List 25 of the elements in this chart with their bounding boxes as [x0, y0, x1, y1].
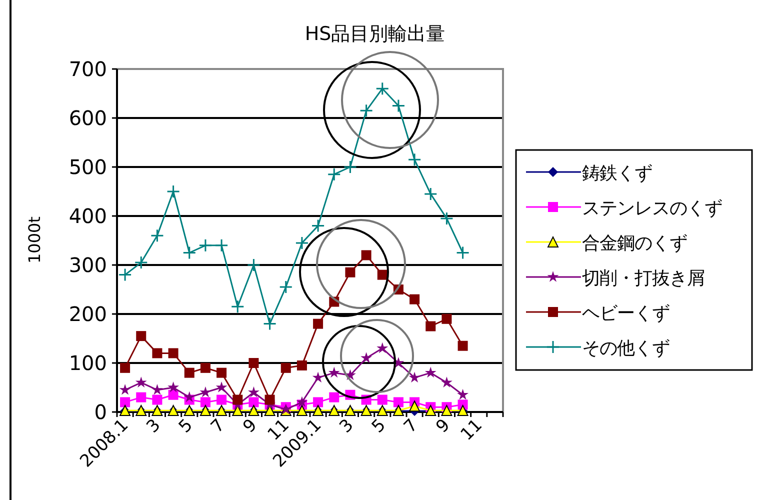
x-tick-label: 7	[400, 415, 422, 438]
y-tick-label: 100	[68, 351, 107, 375]
y-tick-label: 0	[94, 400, 107, 424]
y-tick-label: 600	[68, 106, 107, 130]
y-tick-label: 300	[68, 253, 107, 277]
x-tick-label: 5	[368, 415, 390, 438]
legend-label: 鋳鉄くず	[582, 163, 652, 184]
chart-title: HS品目別輸出量	[304, 23, 446, 45]
legend-label: その他くず	[582, 338, 670, 359]
legend-label: ステンレスのくず	[582, 198, 722, 219]
y-tick-label: 700	[68, 57, 107, 81]
x-tick-label: 9	[239, 415, 262, 438]
y-tick-label: 200	[68, 302, 107, 326]
x-tick-label: 3	[336, 415, 358, 438]
legend-label: 切削・打抜き屑	[582, 268, 704, 289]
y-tick-label: 500	[68, 155, 107, 179]
x-tick-label: 7	[207, 415, 230, 438]
legend-label: ヘビーくず	[582, 303, 670, 324]
legend-label: 合金鋼のくず	[582, 233, 688, 254]
x-tick-label: 11	[456, 415, 486, 445]
y-tick-label: 400	[68, 204, 107, 228]
x-tick-label: 9	[432, 415, 454, 438]
x-tick-label: 5	[175, 415, 197, 438]
x-tick-label: 3	[142, 415, 165, 438]
y-axis-title: 1000t	[25, 216, 44, 264]
